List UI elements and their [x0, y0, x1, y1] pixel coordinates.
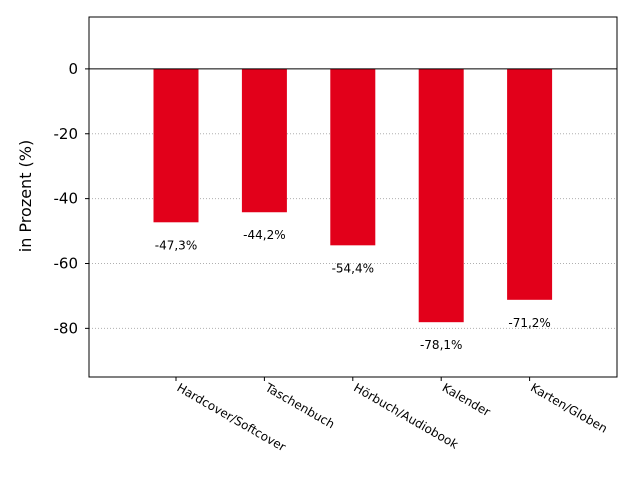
- bar: [241, 68, 287, 213]
- bar: [330, 68, 376, 246]
- bars: [153, 68, 553, 323]
- data-label: -47,3%: [155, 238, 197, 252]
- y-tick-label: -20: [54, 125, 79, 143]
- bar: [507, 68, 553, 300]
- y-tick-label: -80: [54, 319, 79, 337]
- x-tick-label: Kalender: [440, 380, 493, 419]
- y-axis-title: in Prozent (%): [16, 140, 35, 252]
- data-label: -78,1%: [420, 338, 462, 352]
- data-label: -54,4%: [332, 261, 374, 275]
- x-tick-label: Karten/Globen: [528, 380, 610, 435]
- bar: [153, 68, 199, 223]
- bar: [418, 68, 464, 323]
- y-axis-ticks: 0 -20 -40 -60 -80: [54, 60, 89, 337]
- y-tick-label: -60: [54, 254, 79, 272]
- data-label: -71,2%: [508, 316, 550, 330]
- y-tick-label: 0: [68, 60, 78, 78]
- x-tick-label: Taschenbuch: [262, 380, 337, 431]
- data-labels: -47,3% -44,2% -54,4% -78,1% -71,2%: [155, 228, 551, 352]
- data-label: -44,2%: [243, 228, 285, 242]
- y-tick-label: -40: [54, 190, 79, 208]
